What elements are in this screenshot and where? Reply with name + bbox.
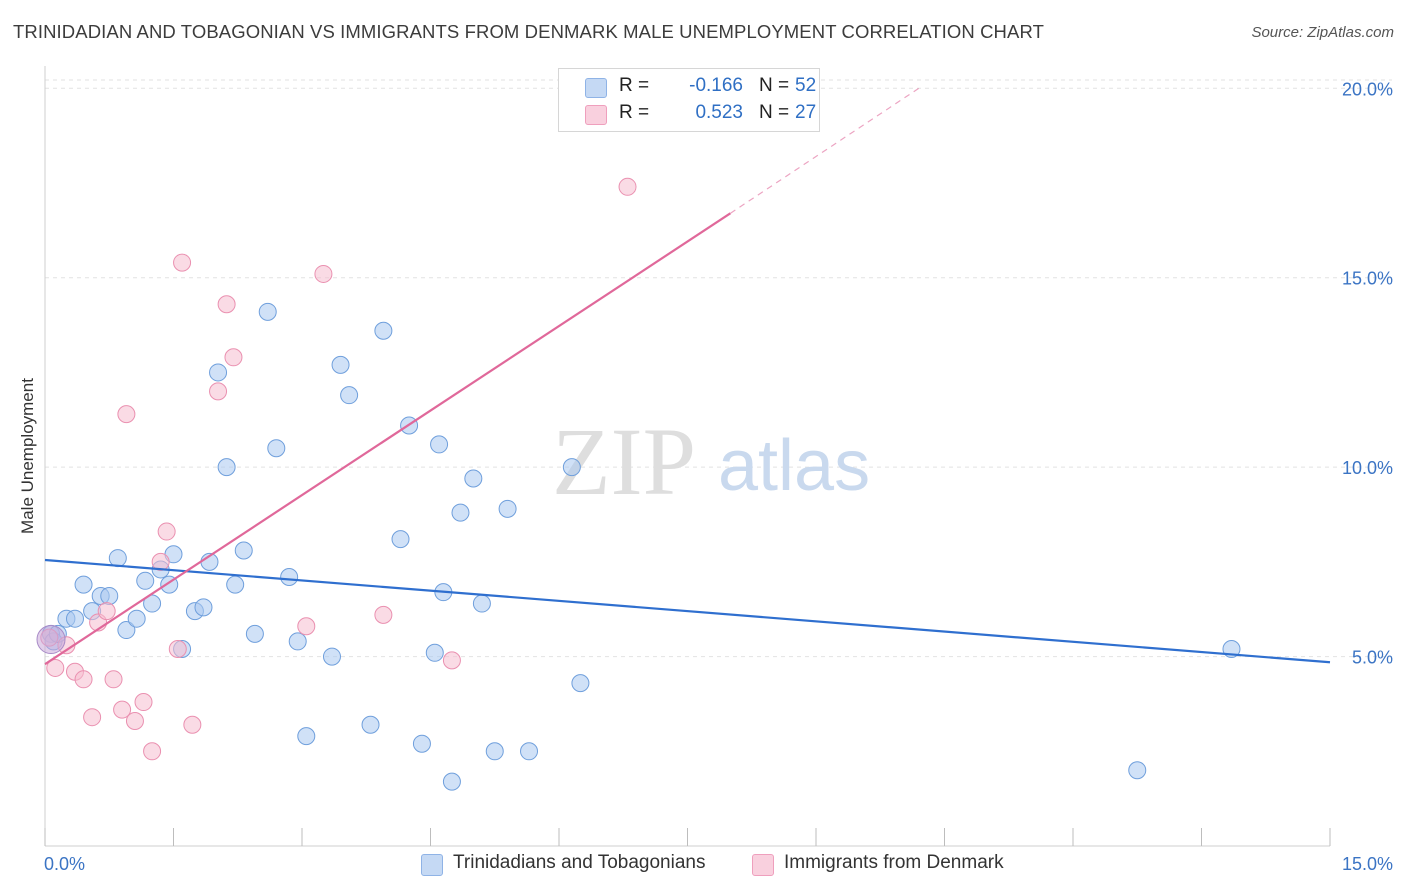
point-denmark: [117, 405, 136, 424]
point-trinidadians: [209, 363, 228, 382]
point-denmark: [97, 602, 116, 621]
point-denmark: [113, 700, 132, 719]
trend-line-denmark-extension: [730, 87, 920, 214]
legend-swatch-pink: [752, 854, 774, 876]
y-tick-label: 20.0%: [1342, 79, 1393, 99]
point-trinidadians: [430, 435, 449, 454]
point-trinidadians: [217, 458, 236, 477]
point-trinidadians: [143, 594, 162, 613]
point-trinidadians: [280, 568, 299, 587]
chart-title: TRINIDADIAN AND TOBAGONIAN VS IMMIGRANTS…: [13, 21, 1044, 42]
y-tick-labels: 5.0% 10.0% 15.0% 20.0%: [1342, 79, 1393, 667]
point-trinidadians: [520, 742, 539, 761]
legend-swatch-blue: [421, 854, 443, 876]
n-label: N =: [759, 75, 790, 96]
point-denmark: [134, 693, 153, 712]
legend: Trinidadians and Tobagonians Immigrants …: [0, 852, 1406, 878]
stats-swatch-blue: [585, 78, 607, 98]
point-denmark: [374, 605, 393, 624]
point-trinidadians: [100, 586, 119, 605]
trend-line-trinidadians: [44, 558, 1331, 664]
point-denmark: [157, 522, 176, 541]
legend-label: Immigrants from Denmark: [784, 852, 1004, 873]
x-tick-label-min: 0.0%: [44, 854, 85, 874]
watermark-atlas: atlas: [718, 426, 870, 506]
point-denmark: [125, 711, 144, 730]
y-tick-label: 5.0%: [1352, 648, 1393, 668]
watermark: ZIP atlas: [552, 408, 870, 515]
n-label: N =: [759, 102, 790, 123]
trend-lines: [44, 87, 1331, 666]
point-denmark: [442, 651, 461, 670]
grid-lines: [45, 79, 1392, 658]
point-trinidadians: [340, 386, 359, 405]
point-trinidadians: [391, 530, 410, 549]
point-trinidadians: [288, 632, 307, 651]
point-trinidadians: [258, 302, 277, 321]
point-denmark: [104, 670, 123, 689]
point-denmark: [151, 552, 170, 571]
point-cluster: [36, 625, 66, 655]
point-denmark: [297, 617, 316, 636]
point-denmark: [143, 742, 162, 761]
point-trinidadians: [464, 469, 483, 488]
point-denmark: [168, 640, 187, 658]
series-denmark-points: [36, 177, 637, 761]
point-trinidadians: [108, 549, 127, 568]
point-trinidadians: [127, 609, 146, 628]
point-trinidadians: [442, 772, 461, 791]
r-value: -0.166: [689, 75, 743, 96]
point-trinidadians: [322, 647, 341, 666]
y-tick-label: 10.0%: [1342, 458, 1393, 478]
point-denmark: [183, 715, 202, 734]
r-label: R =: [619, 102, 650, 123]
point-denmark: [74, 670, 93, 689]
axes: [44, 66, 1331, 847]
point-denmark: [618, 177, 637, 196]
point-denmark: [173, 253, 192, 272]
series-trinidadians-points: [41, 302, 1241, 791]
point-denmark: [314, 264, 333, 283]
r-value: 0.523: [695, 102, 743, 123]
x-tick-labels: 0.0% 15.0%: [44, 854, 1393, 874]
point-trinidadians: [226, 575, 245, 594]
trend-line-denmark: [44, 212, 731, 666]
point-trinidadians: [297, 727, 316, 746]
point-trinidadians: [451, 503, 470, 522]
point-trinidadians: [374, 321, 393, 340]
legend-label: Trinidadians and Tobagonians: [453, 852, 706, 873]
y-tick-label: 15.0%: [1342, 269, 1393, 289]
point-trinidadians: [1128, 761, 1147, 780]
point-denmark: [224, 348, 243, 367]
r-label: R =: [619, 75, 650, 96]
point-denmark: [46, 658, 65, 677]
n-value: 52: [795, 75, 817, 96]
x-tick-label-max: 15.0%: [1342, 854, 1393, 874]
point-trinidadians: [65, 609, 84, 628]
point-trinidadians: [117, 621, 136, 640]
correlation-stats-box: R = -0.166 N = 52 R = 0.523 N = 27: [558, 68, 820, 132]
point-trinidadians: [361, 715, 380, 734]
point-trinidadians: [485, 742, 504, 761]
point-trinidadians: [412, 734, 431, 753]
point-denmark: [83, 708, 102, 727]
point-trinidadians: [245, 624, 264, 643]
point-trinidadians: [267, 439, 286, 458]
point-trinidadians: [498, 499, 517, 518]
n-value: 27: [795, 102, 817, 123]
point-trinidadians: [472, 594, 491, 613]
point-trinidadians: [74, 575, 93, 594]
point-denmark: [217, 295, 236, 314]
point-trinidadians: [331, 355, 350, 374]
point-denmark: [209, 382, 228, 401]
point-trinidadians: [425, 643, 444, 662]
point-trinidadians: [136, 571, 155, 590]
point-trinidadians: [562, 458, 581, 477]
point-trinidadians: [234, 541, 253, 560]
point-trinidadians: [571, 674, 590, 693]
source-credit: Source: ZipAtlas.com: [1251, 24, 1394, 41]
point-trinidadians: [194, 598, 213, 617]
stats-swatch-pink: [585, 105, 607, 125]
